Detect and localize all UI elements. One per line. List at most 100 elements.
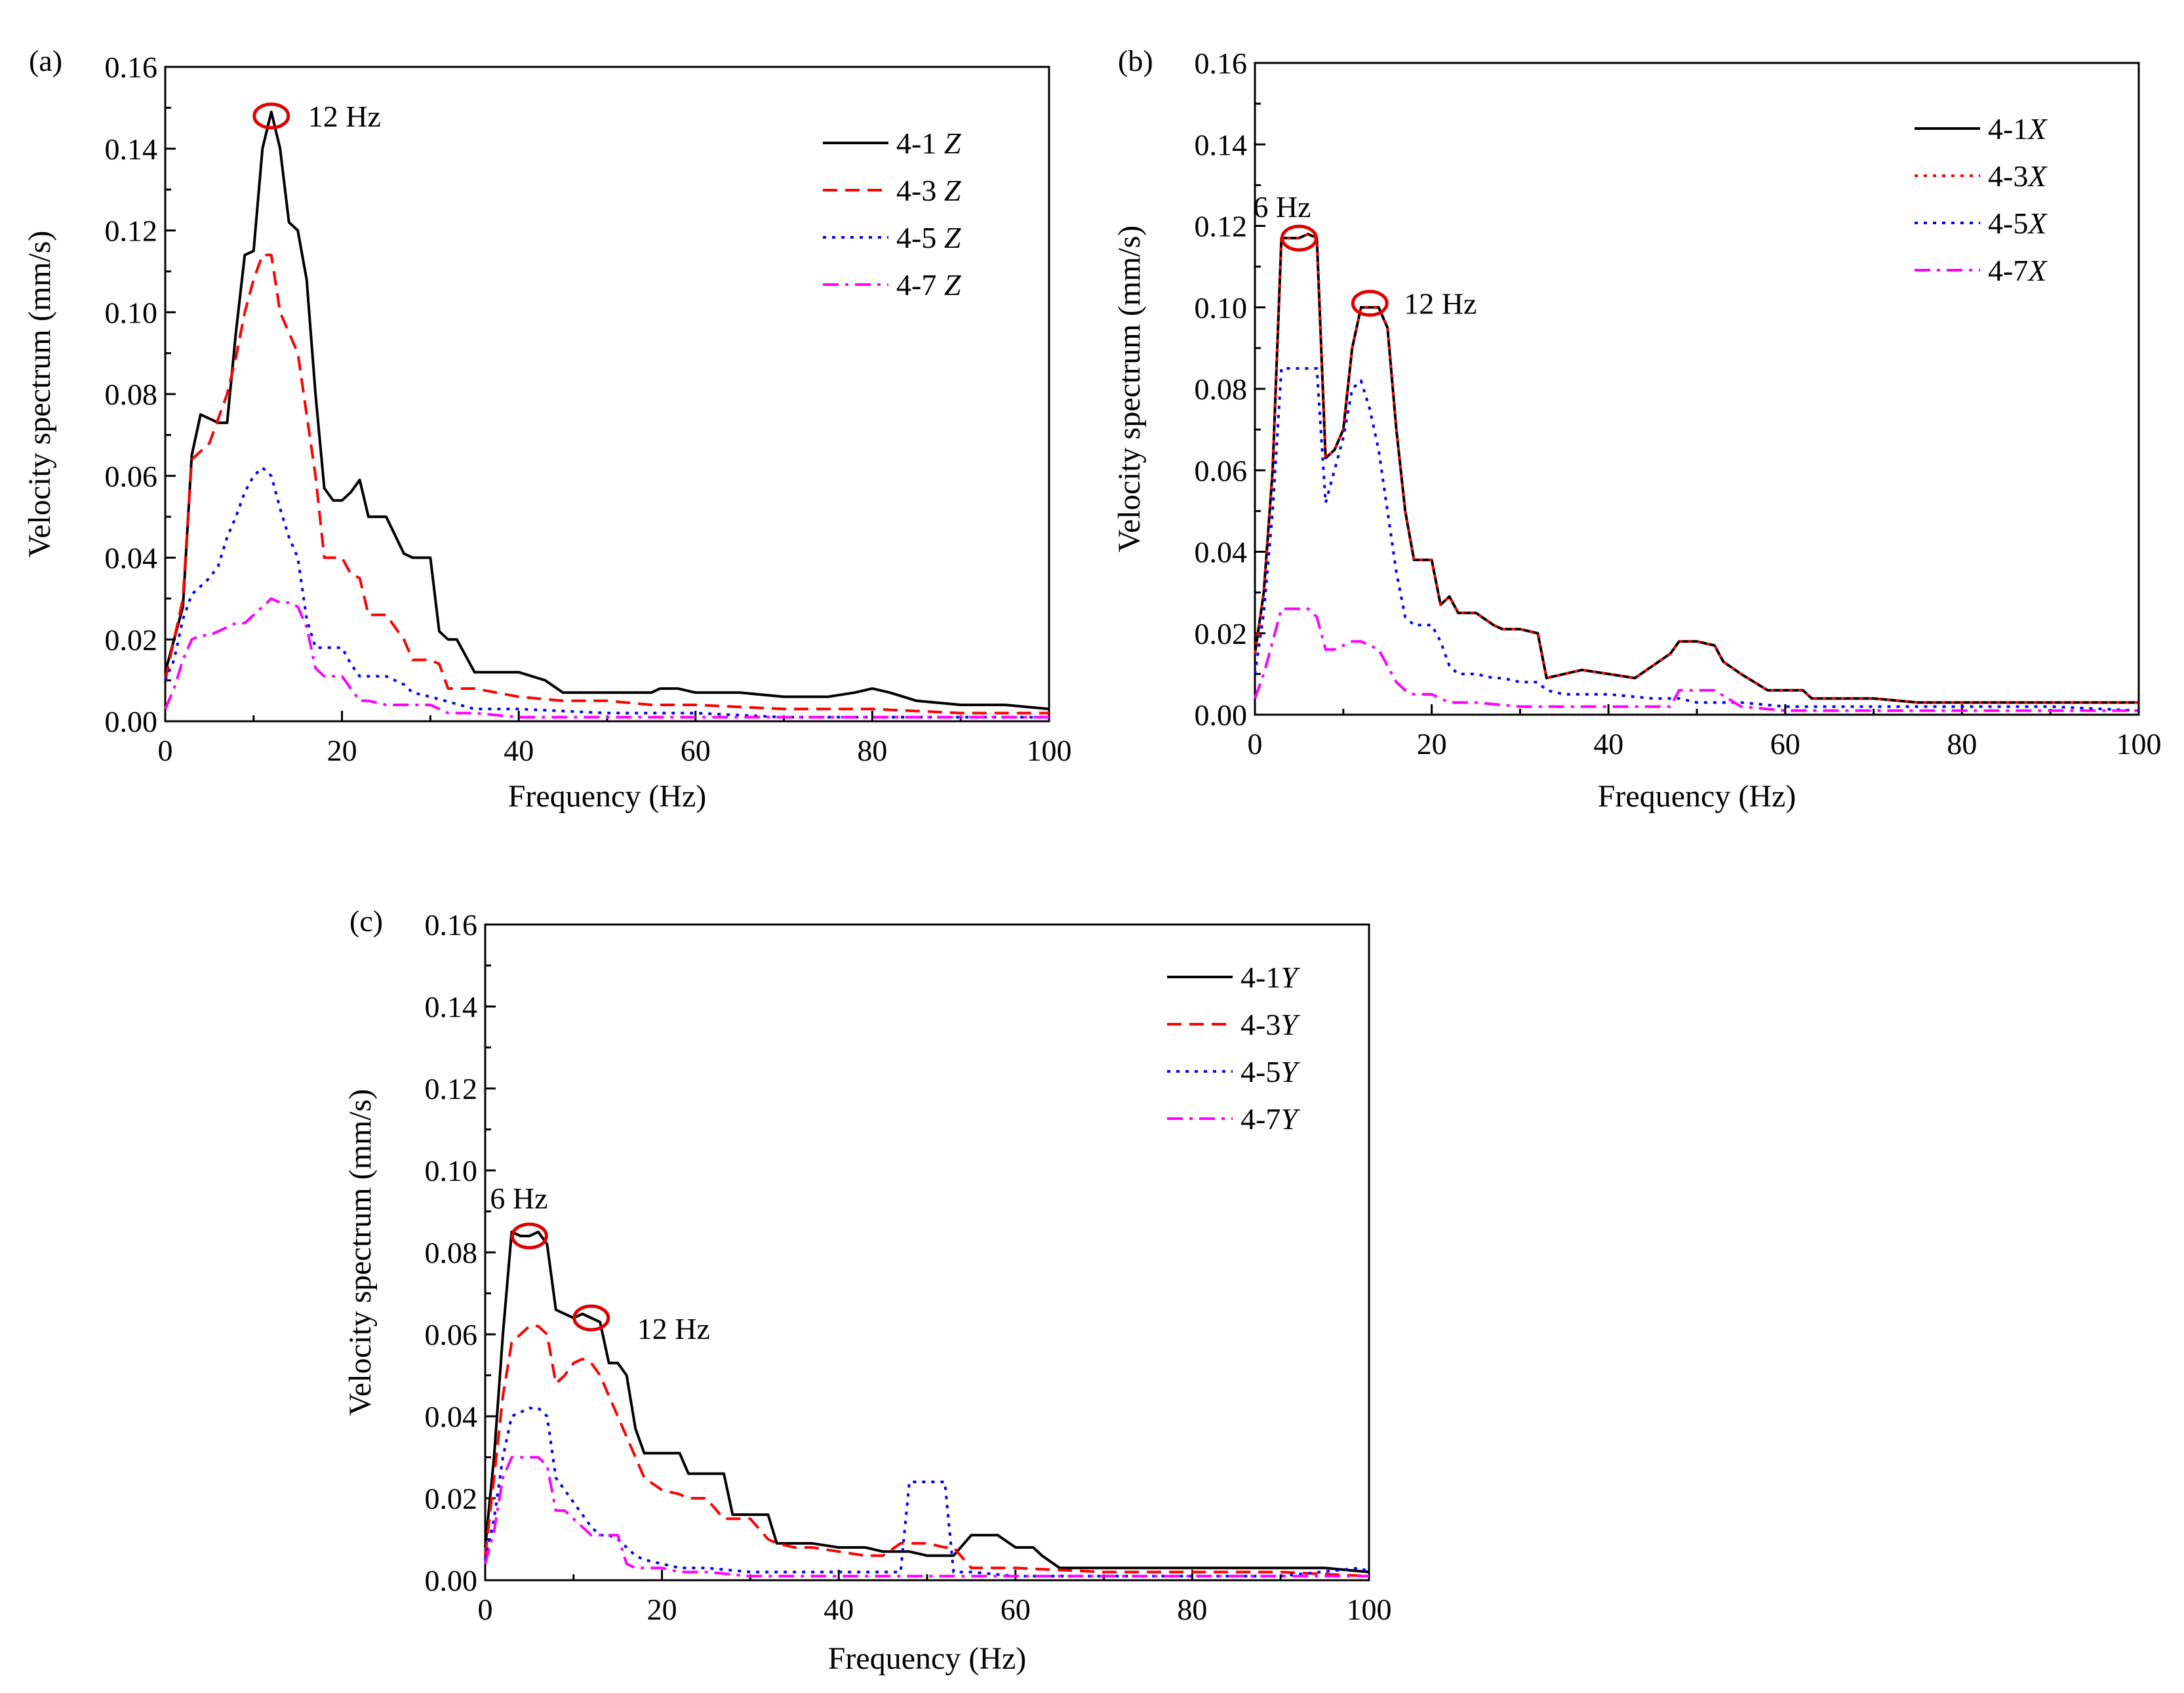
panel-a-label: (a) <box>29 44 62 77</box>
legend-axis-letter: Z <box>944 221 961 254</box>
legend-series-name: 4-1 <box>1241 961 1281 994</box>
legend-series-name: 4-3 <box>1241 1008 1281 1041</box>
panel-b-peak-label: 12 Hz <box>1404 287 1477 321</box>
legend-axis-letter: Y <box>1281 1055 1300 1088</box>
panel-b-y-tick-label: 0.04 <box>1195 536 1248 569</box>
legend-axis-letter: Z <box>944 174 961 207</box>
panel-a-y-tick-label: 0.00 <box>105 705 158 738</box>
legend-axis-letter: Z <box>944 268 961 302</box>
panel-b-series-4-5-x <box>1254 367 2139 712</box>
panel-a-series-4-1-z <box>164 110 1050 711</box>
panel-a-legend-label: 4-1 Z <box>896 127 961 160</box>
legend-series-name: 4-5 <box>896 221 944 254</box>
legend-axis-letter: Y <box>1281 1102 1300 1136</box>
panel-b-label: (b) <box>1118 44 1153 77</box>
panel-c-y-tick-label: 0.06 <box>425 1318 478 1351</box>
legend-series-name: 4-7 <box>1241 1102 1281 1136</box>
panel-c-legend: 4-1Y4-3Y4-5Y4-7Y <box>1167 961 1300 1136</box>
panel-c-peak-marker <box>510 1222 548 1250</box>
panel-c: (c) Velocity spectrum (mm/s) Frequency (… <box>343 904 1392 1676</box>
panel-c-y-tick-label: 0.00 <box>425 1564 478 1597</box>
panel-b-x-tick-label: 20 <box>1417 727 1447 761</box>
legend-axis-letter: Y <box>1281 961 1300 994</box>
panel-c-series-4-1-y <box>484 1230 1370 1574</box>
panel-c-legend-label: 4-5Y <box>1241 1055 1300 1088</box>
panel-b-legend-label: 4-3X <box>1988 159 2048 193</box>
panel-c-ticks: 0 20 40 60 80 100 0.00 0.02 0.04 0.06 0.08 0.10 0.12… <box>425 908 1392 1626</box>
legend-axis-letter: Y <box>1281 1008 1300 1041</box>
panel-b-x-tick-label: 80 <box>1947 727 1977 761</box>
legend-axis-letter: X <box>2027 207 2048 240</box>
panel-c-x-tick-label: 0 <box>478 1593 493 1626</box>
panel-a-x-tick-label: 20 <box>327 734 357 767</box>
legend-series-name: 4-1 <box>1988 112 2028 146</box>
panel-a-x-tick-label: 40 <box>504 734 534 767</box>
panel-b-y-tick-label: 0.16 <box>1195 47 1248 80</box>
panel-a-x-axis-label: Frequency (Hz) <box>508 779 707 814</box>
panel-c-y-tick-label: 0.02 <box>425 1482 478 1515</box>
panel-a-y-axis-label: Velocity spectrum (mm/s) <box>22 231 57 558</box>
legend-axis-letter: Z <box>944 127 961 160</box>
panel-a-series-4-7-z <box>164 597 1049 719</box>
legend-series-name: 4-7 <box>1988 254 2028 287</box>
panel-b-y-tick-label: 0.08 <box>1195 372 1248 406</box>
panel-b-x-tick-label: 0 <box>1248 727 1263 761</box>
panel-c-peak-marker <box>572 1304 610 1332</box>
panel-a-x-tick-label: 100 <box>1027 734 1072 767</box>
panel-a-legend: 4-1 Z4-3 Z4-5 Z4-7 Z <box>823 127 961 302</box>
panel-b-legend-label: 4-7X <box>1988 254 2048 287</box>
legend-series-name: 4-3 <box>1988 159 2028 193</box>
legend-series-name: 4-5 <box>1241 1055 1281 1088</box>
panel-c-y-axis-label: Velocity spectrum (mm/s) <box>343 1089 378 1416</box>
panel-c-x-tick-label: 20 <box>647 1593 677 1626</box>
legend-axis-letter: X <box>2027 112 2048 146</box>
legend-series-name: 4-1 <box>896 127 944 160</box>
panel-b-y-axis-label: Velocity spectrum (mm/s) <box>1112 226 1147 553</box>
panel-b: (b) Velocity spectrum (mm/s) Frequency (… <box>1112 44 2162 814</box>
panel-b-y-tick-label: 0.02 <box>1195 617 1248 650</box>
panel-a-peak-marker <box>252 102 290 130</box>
panel-c-series-4-3-y <box>484 1325 1370 1578</box>
panel-c-y-tick-label: 0.16 <box>425 908 478 942</box>
panel-c-y-tick-label: 0.12 <box>425 1072 478 1105</box>
panel-a-plot-frame <box>164 66 1050 723</box>
panel-b-peak-marker <box>1351 290 1389 317</box>
panel-c-y-tick-label: 0.04 <box>425 1400 478 1433</box>
panel-c-x-tick-label: 60 <box>1001 1593 1031 1626</box>
panel-c-peak-label: 6 Hz <box>490 1182 547 1215</box>
panel-c-y-tick-label: 0.14 <box>425 990 478 1024</box>
panel-a-x-tick-label: 60 <box>681 734 711 767</box>
panel-b-series <box>1254 232 2139 712</box>
panel-a-y-tick-label: 0.02 <box>105 623 158 656</box>
panel-b-legend-label: 4-1X <box>1988 112 2048 146</box>
panel-a-series <box>164 110 1050 719</box>
panel-c-x-tick-label: 100 <box>1347 1593 1392 1626</box>
panel-a-y-tick-label: 0.12 <box>105 214 158 248</box>
panel-b-ticks: 0 20 40 60 80 100 0.00 0.02 0.04 0.06 0.08 0.10 0.12… <box>1195 47 2162 761</box>
panel-a-legend-label: 4-3 Z <box>896 174 961 207</box>
panel-c-series <box>484 1230 1370 1578</box>
panel-c-x-axis-label: Frequency (Hz) <box>828 1641 1027 1676</box>
panel-a-legend-label: 4-7 Z <box>896 268 961 302</box>
panel-c-series-4-5-y <box>484 1406 1370 1578</box>
panel-c-label: (c) <box>349 904 383 938</box>
panel-b-series-4-7-x <box>1254 607 2139 712</box>
panel-c-series-4-7-y <box>484 1456 1369 1578</box>
panel-c-annotations: 6 Hz 12 Hz <box>490 1182 710 1345</box>
panel-c-x-tick-label: 40 <box>824 1593 854 1626</box>
panel-b-y-tick-label: 0.10 <box>1195 291 1248 325</box>
panel-b-legend: 4-1X4-3X4-5X4-7X <box>1915 112 2048 287</box>
legend-series-name: 4-3 <box>896 174 944 207</box>
legend-series-name: 4-7 <box>896 268 944 302</box>
panel-b-y-tick-label: 0.12 <box>1195 210 1248 243</box>
panel-c-plot-frame <box>484 923 1370 1582</box>
panel-a-x-tick-label: 0 <box>158 734 173 767</box>
panel-b-x-axis-label: Frequency (Hz) <box>1598 779 1797 814</box>
panel-a-peak-label: 12 Hz <box>308 100 381 133</box>
panel-a-y-tick-label: 0.16 <box>105 50 158 84</box>
panel-b-series-4-3-x <box>1254 232 2139 704</box>
panel-a: (a) Velocity spectrum (mm/s) Frequency (… <box>22 44 1072 814</box>
panel-c-legend-label: 4-1Y <box>1241 961 1300 994</box>
panel-a-legend-label: 4-5 Z <box>896 221 961 254</box>
